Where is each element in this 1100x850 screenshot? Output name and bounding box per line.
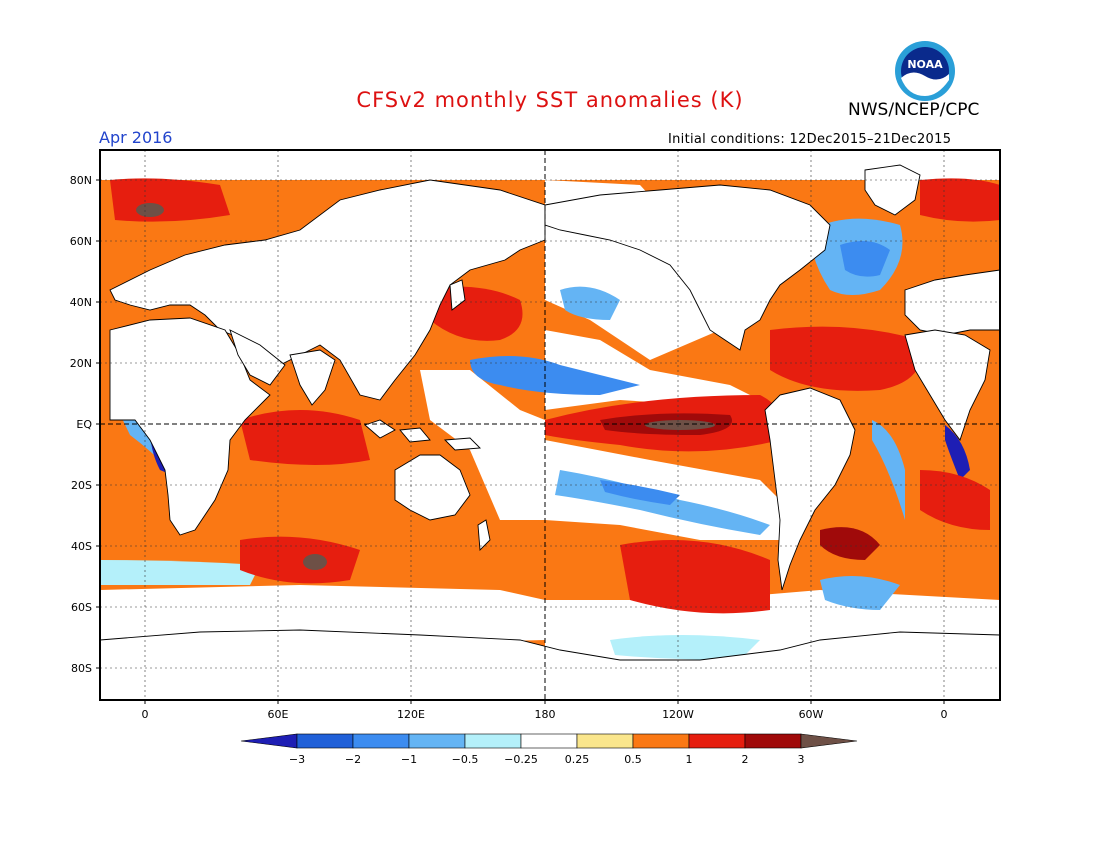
logo-text: NOAA bbox=[907, 58, 943, 71]
lon-label: 0 bbox=[142, 708, 149, 721]
land-outlines bbox=[100, 164, 1000, 700]
legend-swatch bbox=[408, 733, 466, 749]
legend-label: 1 bbox=[686, 753, 693, 766]
lon-label: 120W bbox=[662, 708, 694, 721]
legend-swatch bbox=[744, 733, 802, 749]
lat-label: EQ bbox=[76, 418, 92, 431]
lon-label: 60E bbox=[268, 708, 289, 721]
legend-arrow-left bbox=[240, 733, 298, 749]
lat-label: 20N bbox=[70, 357, 92, 370]
lon-label: 60W bbox=[799, 708, 824, 721]
initial-conditions-label: Initial conditions: 12Dec2015–21Dec2015 bbox=[668, 132, 952, 147]
lon-label: 120E bbox=[397, 708, 425, 721]
lat-label: 80S bbox=[71, 662, 92, 675]
legend-swatch bbox=[576, 733, 634, 749]
legend-label: −2 bbox=[345, 753, 361, 766]
lat-label: 20S bbox=[71, 479, 92, 492]
lat-label: 60S bbox=[71, 601, 92, 614]
valid-month-label: Apr 2016 bbox=[99, 128, 173, 147]
agency-label: NWS/NCEP/CPC bbox=[848, 100, 980, 120]
legend-swatch bbox=[352, 733, 410, 749]
legend-label: −3 bbox=[289, 753, 305, 766]
lat-lon-grid bbox=[100, 150, 1000, 700]
legend-label: −0.5 bbox=[452, 753, 479, 766]
legend-label: −1 bbox=[401, 753, 417, 766]
legend-swatch bbox=[520, 733, 578, 749]
map-frame bbox=[99, 149, 1001, 701]
lat-label: 80N bbox=[70, 174, 92, 187]
noaa-logo-icon: NOAA bbox=[895, 41, 955, 101]
lon-label: 0 bbox=[941, 708, 948, 721]
legend-swatch bbox=[688, 733, 746, 749]
legend-swatch bbox=[632, 733, 690, 749]
lat-label: 60N bbox=[70, 235, 92, 248]
lon-label: 180 bbox=[535, 708, 556, 721]
legend-label: 2 bbox=[742, 753, 749, 766]
legend-label: 0.25 bbox=[565, 753, 590, 766]
legend-arrow-right bbox=[800, 733, 858, 749]
map-title: CFSv2 monthly SST anomalies (K) bbox=[356, 88, 744, 112]
legend-swatch bbox=[296, 733, 354, 749]
legend-swatch bbox=[464, 733, 522, 749]
legend-label: −0.25 bbox=[504, 753, 538, 766]
lat-label: 40S bbox=[71, 540, 92, 553]
legend-label: 3 bbox=[798, 753, 805, 766]
lat-label: 40N bbox=[70, 296, 92, 309]
legend-label: 0.5 bbox=[624, 753, 642, 766]
